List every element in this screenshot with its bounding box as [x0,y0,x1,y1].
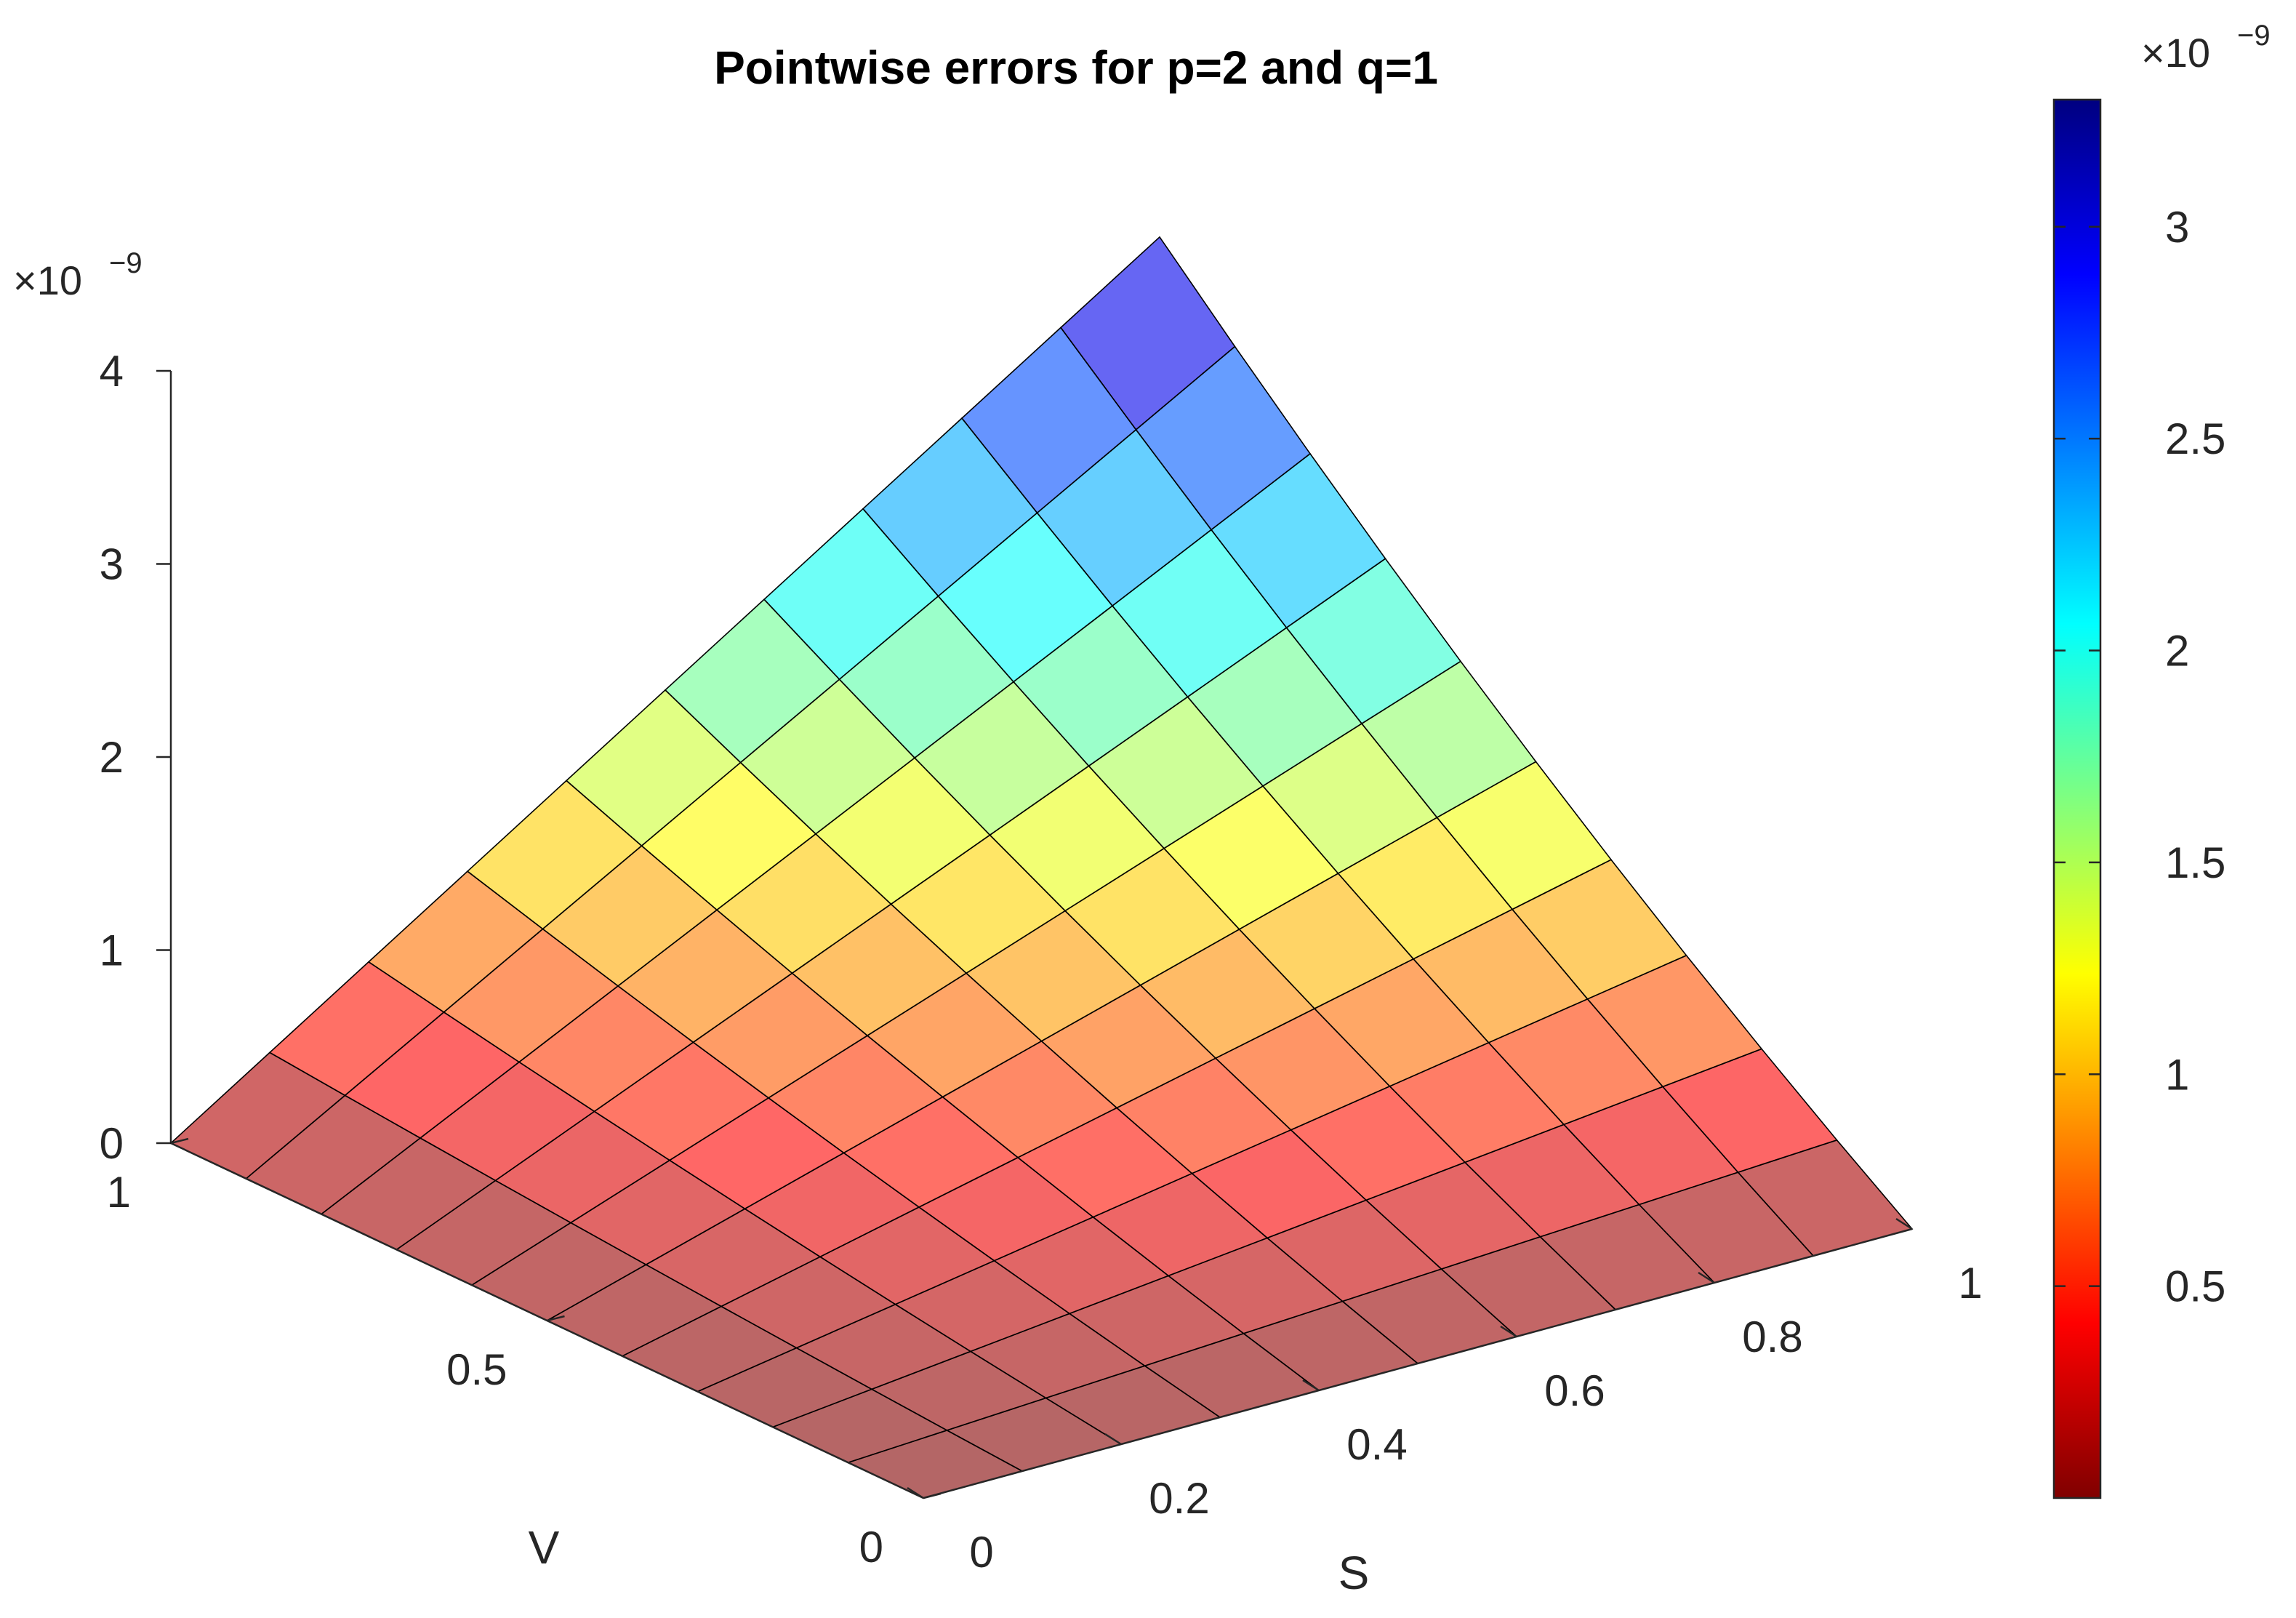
surface-mesh [169,236,1914,1499]
v-tick-label: 0.5 [446,1345,507,1394]
s-axis: 0 0.2 0.4 0.6 0.8 1 S [907,1217,1983,1599]
z-tick-label: 1 [100,926,124,975]
s-tick [1895,1217,1913,1230]
colorbar-exponent: ×10 [2141,30,2210,76]
colorbar: 0.5 1 1.5 2 2.5 3 ×10 −9 [2052,20,2271,1499]
v-tick [923,1492,942,1499]
chart-title: Pointwise errors for p=2 and q=1 [714,41,1438,94]
z-tick-label: 3 [100,540,124,589]
s-axis-line [923,1227,1913,1499]
s-tick [1302,1379,1320,1392]
s-tick-label: 0 [969,1528,993,1577]
s-tick-label: 0.8 [1742,1313,1802,1361]
colorbar-tick-label: 3 [2165,203,2189,252]
v-tick-label: 0 [859,1523,883,1571]
colorbar-exponent-power: −9 [2237,20,2271,52]
colorbar-tick-label: 1 [2165,1050,2189,1099]
colorbar-gradient [2052,98,2102,1499]
z-tick-label: 4 [100,347,124,396]
s-tick [1500,1325,1517,1338]
colorbar-tick-label: 0.5 [2165,1262,2225,1311]
v-axis-label: V [529,1521,560,1574]
s-tick-label: 1 [1958,1259,1982,1307]
colorbar-tick-label: 1.5 [2165,838,2225,887]
z-axis-exponent: ×10 [13,257,82,303]
s-tick-label: 0.2 [1149,1474,1209,1523]
z-tick-label: 2 [100,733,124,782]
z-tick-label: 0 [100,1119,124,1168]
v-tick [170,1137,189,1145]
s-tick-label: 0.4 [1346,1420,1407,1469]
colorbar-tick-label: 2.5 [2165,414,2225,463]
v-tick [547,1315,565,1322]
z-axis: 0 1 2 3 4 ×10 −9 [13,247,172,1168]
v-tick-label: 1 [107,1168,131,1217]
s-tick [1698,1271,1715,1284]
v-axis: 0 0.5 1 V [107,1137,942,1574]
s-tick-label: 0.6 [1544,1366,1605,1415]
colorbar-tick-label: 2 [2165,627,2189,676]
z-axis-exponent-power: −9 [109,247,143,279]
s-tick [1104,1433,1122,1446]
s-axis-label: S [1338,1547,1370,1599]
